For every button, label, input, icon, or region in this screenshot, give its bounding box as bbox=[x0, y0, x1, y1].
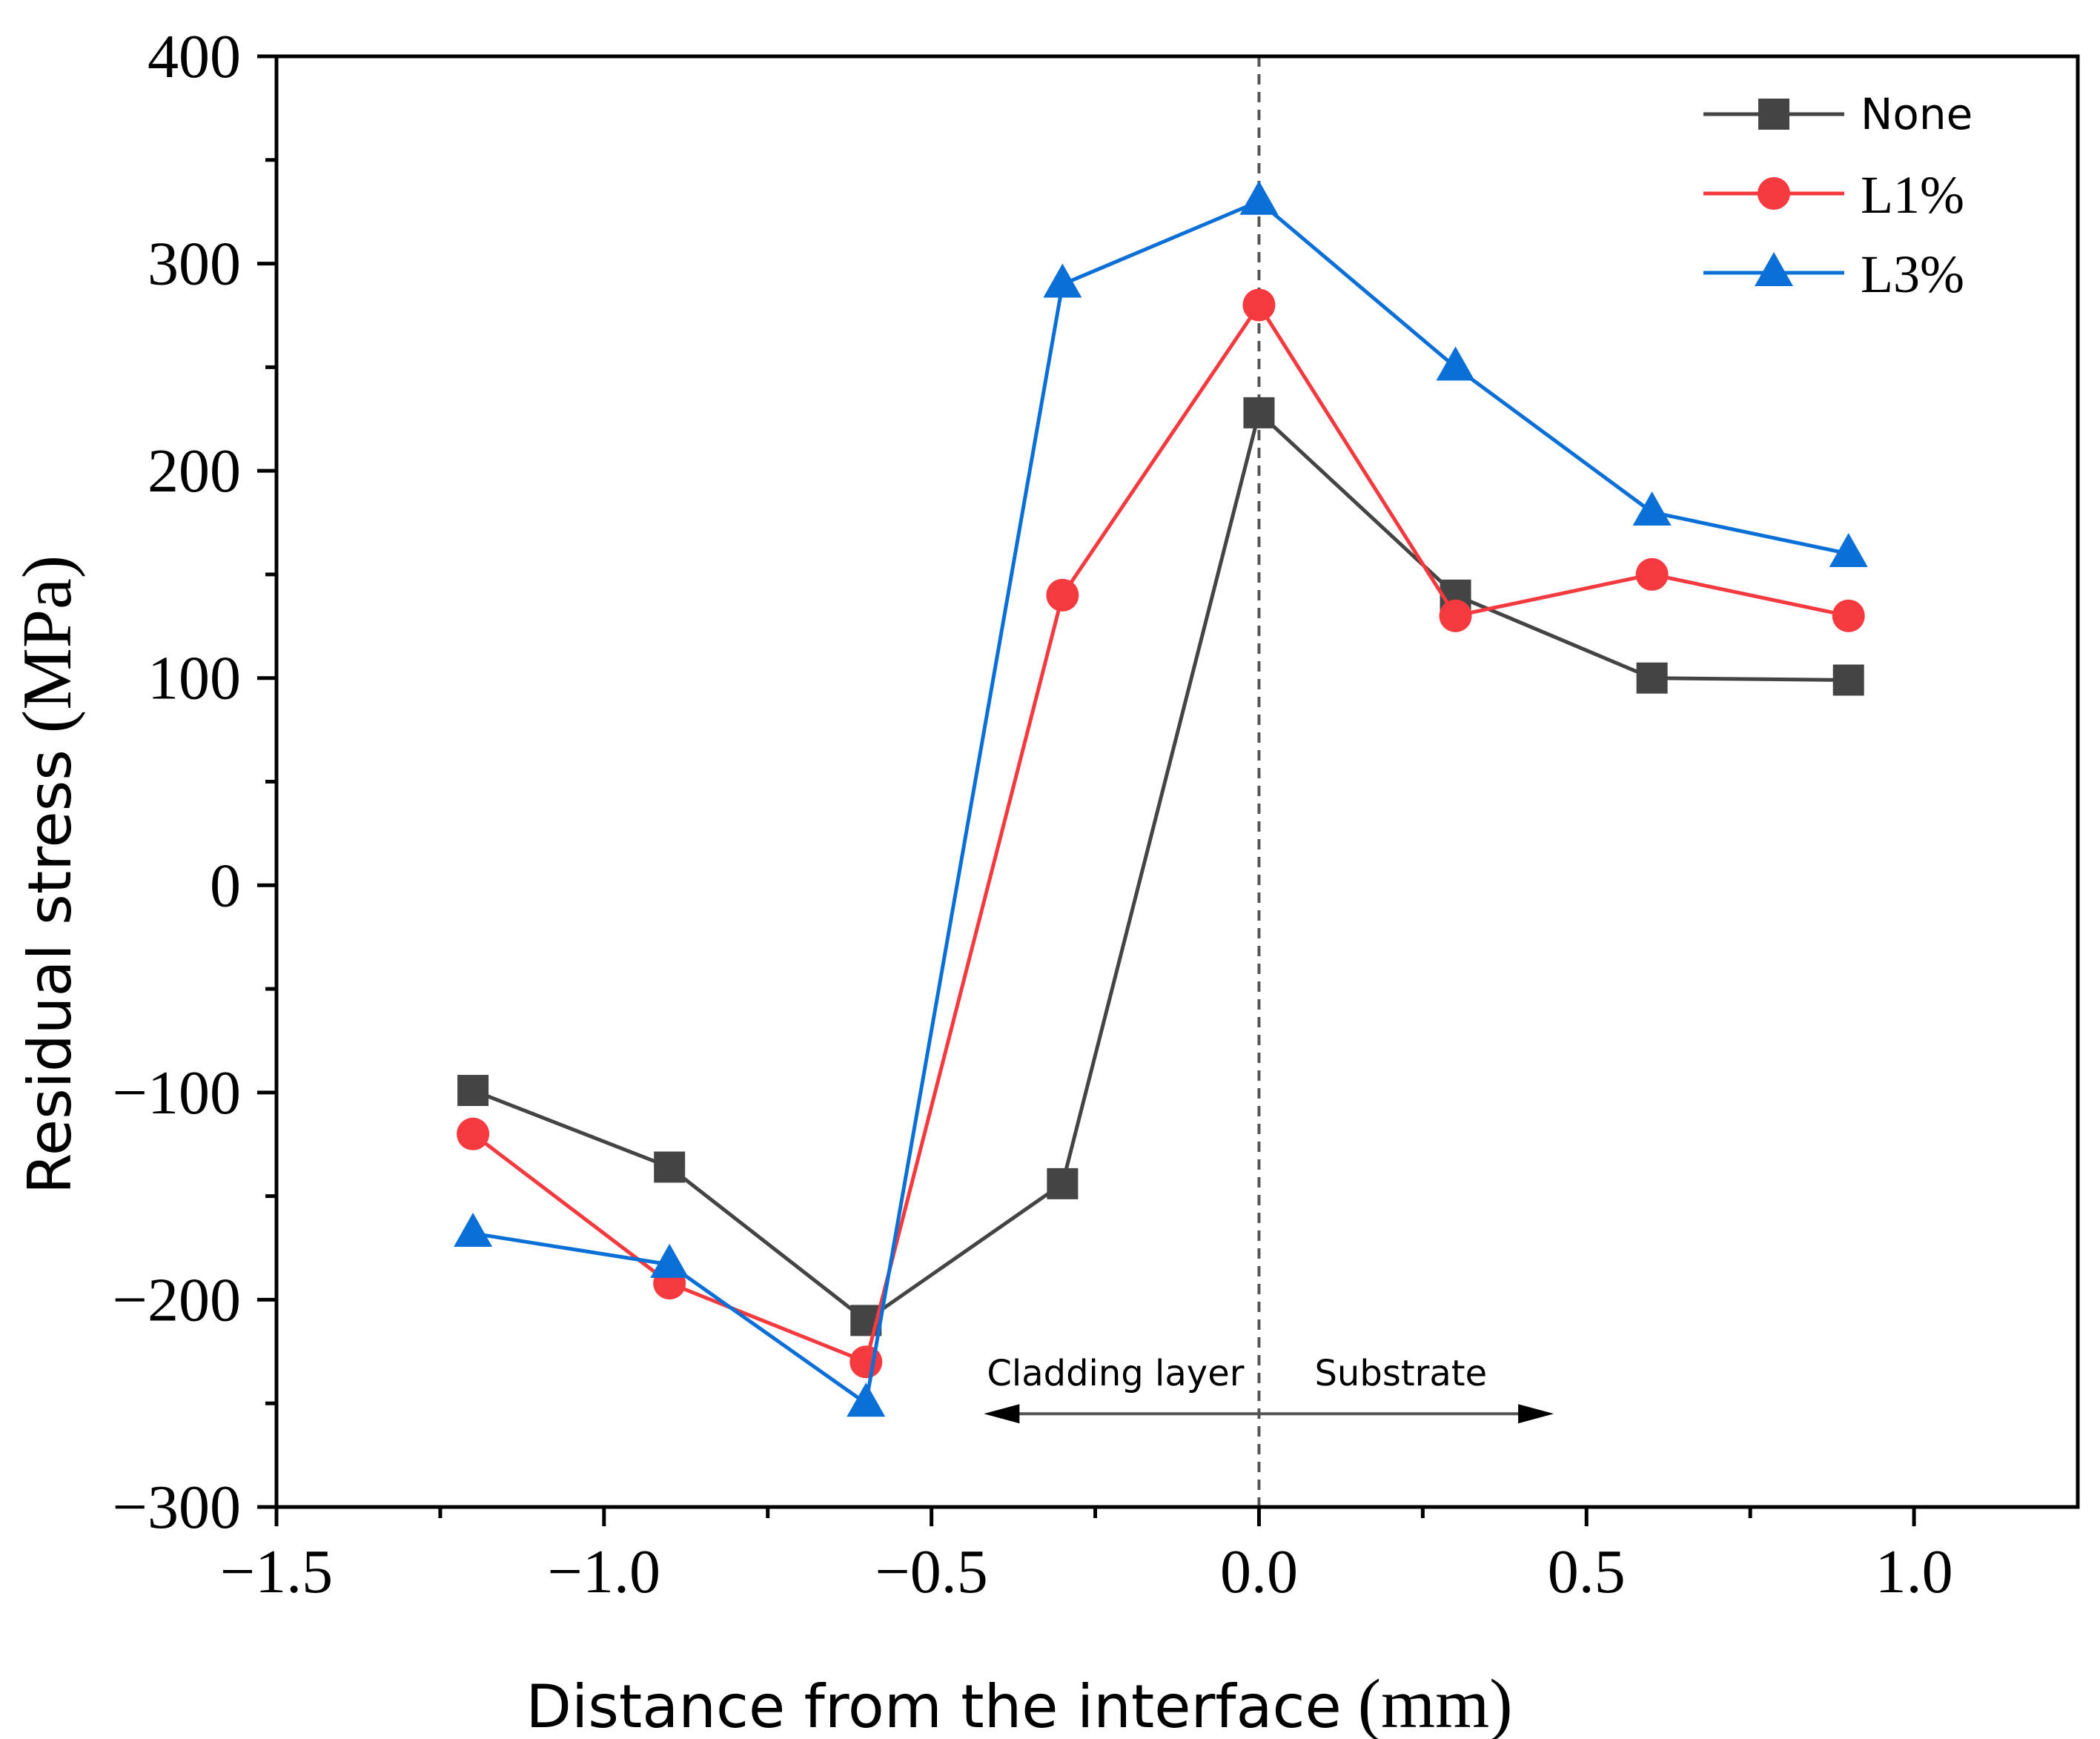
legend-label-l3-pct: L3% bbox=[1861, 245, 1964, 304]
legend-label-l1-pct: L1% bbox=[1861, 165, 1964, 225]
annotation-layer: Cladding layer Substrate bbox=[984, 1353, 1554, 1424]
x-axis-title-text: Distance from the interface bbox=[526, 1672, 1341, 1739]
y-tick-label: 400 bbox=[148, 22, 241, 91]
series-layer bbox=[454, 180, 1868, 1417]
data-point-l3-pct bbox=[1632, 491, 1672, 526]
data-point-none bbox=[1832, 664, 1864, 696]
legend-marker-none bbox=[1758, 99, 1789, 130]
data-point-l1-pct bbox=[1242, 288, 1276, 322]
annotation-arrowhead-left bbox=[984, 1404, 1020, 1424]
data-point-l3-pct bbox=[847, 1382, 886, 1417]
x-tick-label: 0.5 bbox=[1548, 1537, 1626, 1606]
annotation-arrowhead-right bbox=[1518, 1404, 1554, 1424]
legend: None L1% L3% bbox=[1703, 89, 1973, 304]
legend-item-l1-pct: L1% bbox=[1703, 165, 1964, 225]
data-point-l1-pct bbox=[1046, 578, 1079, 612]
y-tick-label: 200 bbox=[148, 437, 241, 506]
series-line-l1-pct bbox=[471, 302, 1849, 1364]
y-tick-label: −100 bbox=[113, 1059, 241, 1127]
data-point-l1-pct bbox=[457, 1117, 490, 1150]
x-tick-label: −1.5 bbox=[220, 1537, 333, 1606]
y-tick-label: −300 bbox=[113, 1473, 241, 1542]
data-point-none bbox=[1243, 397, 1275, 428]
data-point-none bbox=[457, 1075, 489, 1107]
x-tick-label: −1.0 bbox=[548, 1537, 660, 1606]
y-axis-title-unit: (MPa) bbox=[9, 555, 86, 733]
data-point-l3-pct bbox=[1436, 346, 1475, 381]
legend-marker-l1-pct bbox=[1758, 177, 1790, 210]
data-point-none bbox=[1047, 1167, 1079, 1199]
data-point-none bbox=[654, 1151, 686, 1183]
data-point-l3-pct bbox=[1043, 263, 1082, 298]
data-point-none bbox=[1636, 662, 1668, 694]
data-point-l3-pct bbox=[1239, 180, 1279, 215]
x-axis-title-unit: (mm) bbox=[1358, 1666, 1513, 1739]
x-tick-label: 1.0 bbox=[1875, 1537, 1953, 1606]
substrate-label: Substrate bbox=[1314, 1353, 1487, 1394]
data-point-l1-pct bbox=[1635, 557, 1669, 591]
x-tick-label: 0.0 bbox=[1220, 1537, 1298, 1606]
legend-marker-l3-pct bbox=[1755, 252, 1793, 286]
y-axis-title-text: Residual stress bbox=[16, 749, 85, 1194]
y-tick-label: 0 bbox=[210, 851, 241, 920]
x-axis-title: Distance from the interface (mm) bbox=[526, 1666, 1512, 1739]
axes-layer: −1.5 −1.0 −0.5 0.0 0.5 1.0 −300 −200 −100 0 100 200… bbox=[113, 22, 2080, 1606]
data-point-l3-pct bbox=[454, 1212, 493, 1247]
series-line-l3-pct bbox=[472, 199, 1849, 1405]
data-point-l1-pct bbox=[849, 1345, 883, 1379]
cladding-layer-label: Cladding layer bbox=[987, 1353, 1244, 1394]
y-tick-label: −200 bbox=[113, 1265, 241, 1334]
data-point-l3-pct bbox=[1829, 532, 1868, 567]
legend-item-l3-pct: L3% bbox=[1703, 245, 1964, 304]
x-tick-label: −0.5 bbox=[875, 1537, 987, 1606]
y-tick-label: 100 bbox=[148, 644, 241, 713]
y-tick-label: 300 bbox=[148, 230, 241, 299]
legend-item-none: None bbox=[1703, 89, 1973, 139]
series-l1-pct bbox=[457, 288, 1865, 1379]
series-none bbox=[457, 397, 1864, 1336]
data-point-l1-pct bbox=[1832, 599, 1865, 632]
y-axis-title: Residual stress (MPa) bbox=[9, 555, 86, 1194]
data-point-l1-pct bbox=[1439, 599, 1472, 632]
series-l3-pct bbox=[454, 180, 1868, 1417]
series-line-none bbox=[472, 411, 1849, 1322]
legend-label-none: None bbox=[1861, 89, 1973, 139]
data-point-l3-pct bbox=[650, 1243, 689, 1278]
